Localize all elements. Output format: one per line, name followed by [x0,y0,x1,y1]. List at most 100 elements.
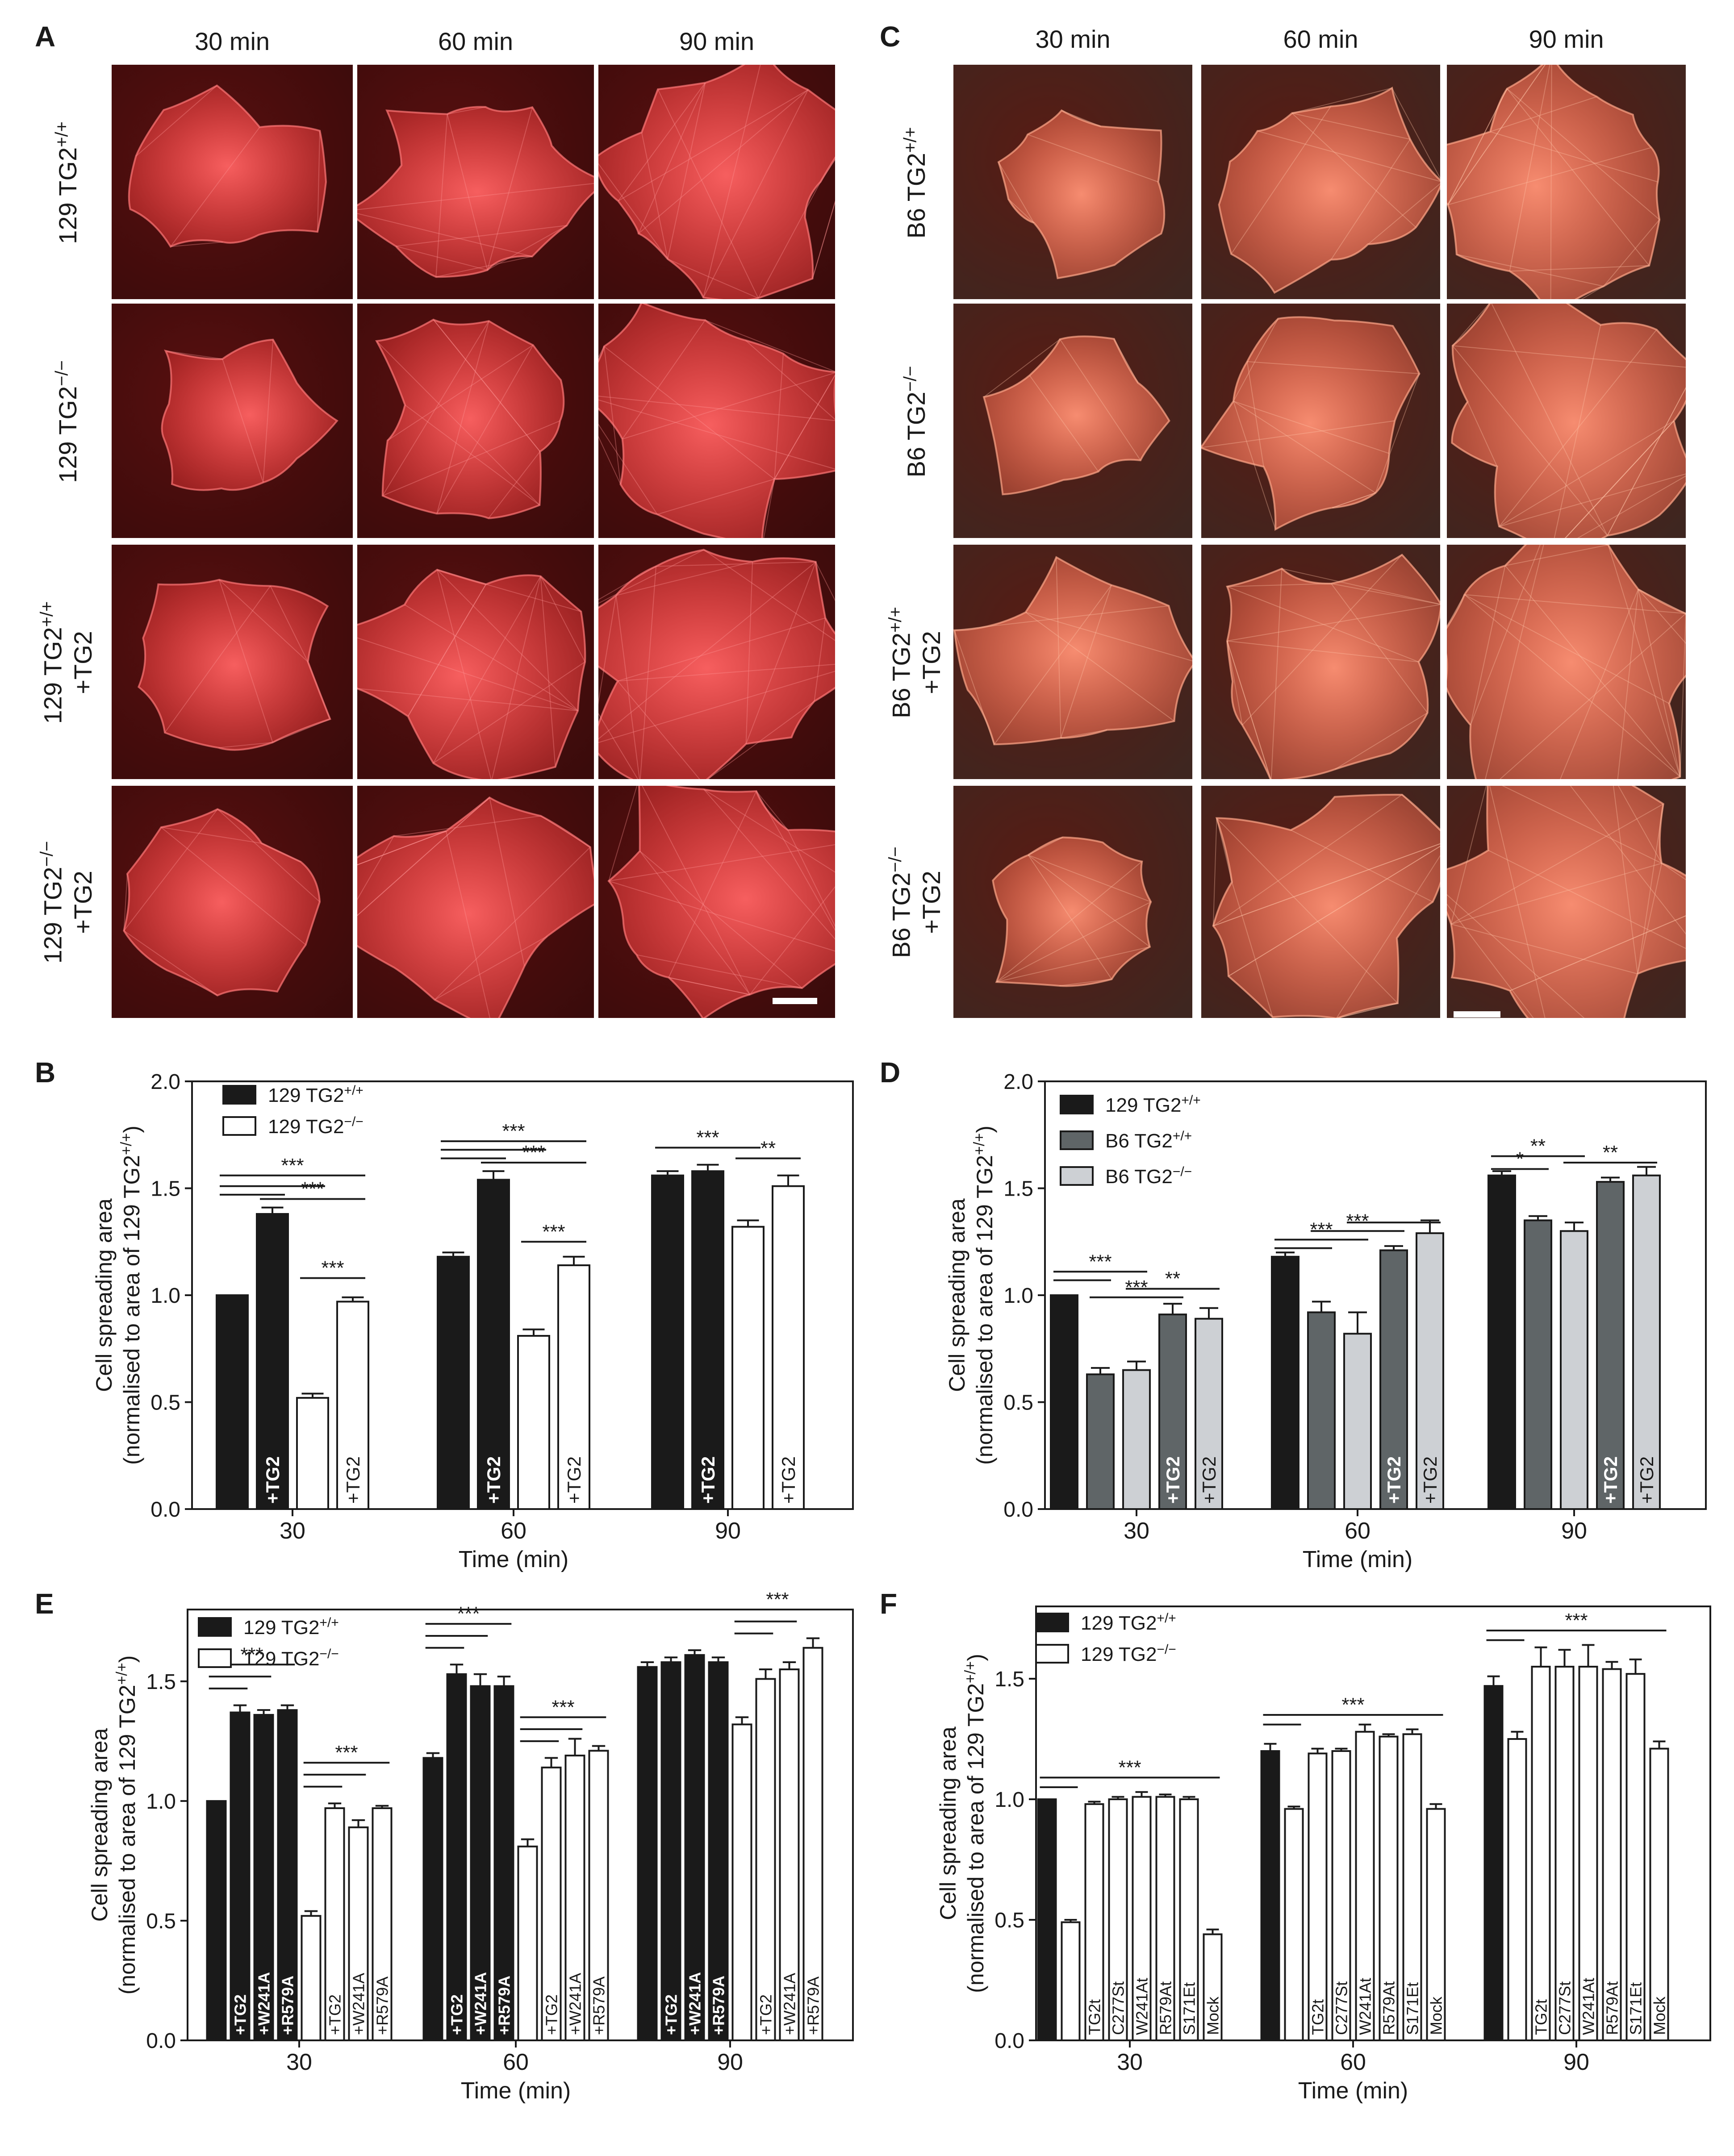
row-label-line1: 129 TG2−/− [36,786,68,1018]
bar [779,1668,800,2041]
row-label-genotype: −/− [900,366,920,392]
bar [708,1661,729,2041]
bar-label: C277St [1109,1981,1127,2035]
bar-label: +R579A [709,1976,727,2035]
bar-label: +TG2 [1383,1456,1404,1504]
micrograph-image [112,786,353,1018]
micrograph-cell [357,786,594,1018]
significance-label: *** [552,1696,574,1718]
row-label-line1: B6 TG2+/+ [885,546,916,779]
bar [1037,1798,1057,2041]
y-axis-label-secondary: (normalised to area of 129 TG2+/+) [962,1654,988,1993]
micrograph-cell [598,65,835,299]
chart-f: 0.0 0.5 1.0 1.5 Cell spreading area (normalis… [936,1606,1711,2104]
panel-letter-c: C [880,21,901,53]
legend-label: 129 TG2−/− [268,1114,364,1138]
bar-label: TG2t [1085,1999,1103,2035]
bar [1379,1735,1399,2042]
y-axis-label: Cell spreading area [944,1198,969,1392]
bar [230,1711,251,2041]
bar-label: Mock [1427,1996,1445,2035]
micrograph-image [357,304,594,538]
significance-label: *** [321,1257,344,1279]
bar [422,1757,443,2041]
y-tick-label: 0.5 [994,1909,1024,1932]
row-label-treatment: +TG2 [68,871,97,934]
bar [1155,1796,1175,2042]
x-axis-label: Time (min) [1303,1547,1413,1572]
bar [1050,1294,1078,1510]
bar [1507,1738,1527,2041]
chart-e: 0.0 0.5 1.0 1.5 Cell spreading area (normalis… [87,1589,854,2104]
bar [1596,1181,1625,1510]
y-tick-label: 0.0 [1003,1498,1033,1522]
row-label: 129 TG2+/+ +TG2 [36,546,98,779]
micrograph-image [357,545,594,779]
y-axis-label-secondary: (normalised to area of 129 TG2+/+) [971,1126,997,1465]
bar-label: C277St [1555,1981,1574,2035]
x-tick-label: 90 [715,1518,741,1544]
x-tick-label: 60 [1345,1518,1370,1544]
significance-label: *** [240,1643,263,1665]
legend-swatch [222,1116,256,1136]
bar-label: +R579A [278,1976,297,2035]
x-tick-label: 90 [1561,1518,1587,1544]
bar [253,1714,274,2041]
micrograph-image [1447,545,1686,779]
micrograph-image [953,786,1192,1018]
bar [637,1666,658,2041]
significance-label: *** [281,1155,304,1176]
bar [1602,1668,1622,2041]
significance-label: ** [760,1137,776,1159]
legend-label: B6 TG2+/+ [1105,1129,1192,1152]
row-label-genotype: +/+ [52,121,72,147]
column-header: 30 min [194,27,270,55]
scale-bar [773,998,817,1004]
column-header: 90 min [1529,25,1604,53]
micrograph-cell [953,545,1192,779]
y-tick-label: 1.0 [994,1788,1024,1812]
bar [557,1264,590,1510]
bar [1061,1921,1081,2042]
row-label-treatment: +TG2 [68,630,97,694]
y-tick-label: 0.0 [994,2029,1024,2053]
bar [1379,1249,1408,1510]
x-tick-label: 60 [1340,2049,1366,2075]
bar [1524,1219,1552,1510]
row-label-main: B6 TG2 [902,152,931,238]
legend-swatch [1060,1166,1094,1186]
row-label-main: B6 TG2 [887,632,915,718]
bar-label: +TG2 [447,1994,466,2035]
bar [1625,1673,1646,2041]
row-label: 129 TG2+/+ [51,67,83,299]
bar [1203,1933,1223,2042]
column-header: 60 min [1283,25,1358,53]
x-axis-label: Time (min) [1298,2078,1408,2104]
bar-label: TG2t [1308,1999,1327,2035]
micrograph-image [1201,304,1440,538]
bar [493,1685,514,2042]
bar [324,1807,345,2041]
bar [1560,1230,1588,1510]
x-tick-label: 30 [286,2049,312,2075]
row-label: B6 TG2+/+ +TG2 [885,546,946,779]
micrograph-cell [112,545,353,779]
micrograph-cell [1201,786,1440,1018]
y-tick-label: 1.0 [146,1790,176,1814]
bar [588,1750,609,2041]
legend-label: 129 TG2+/+ [268,1083,364,1106]
row-label-genotype: −/− [37,841,57,867]
bar [477,1179,510,1510]
bar [470,1685,491,2042]
micrograph-image [1201,786,1440,1018]
bar-label: +W241A [349,1973,368,2035]
bar-label: +W241A [780,1973,798,2035]
legend-swatch [1035,1644,1069,1664]
bar-label: S171Et [1403,1982,1421,2035]
y-tick-label: 1.0 [1003,1284,1033,1308]
row-label-line1: B6 TG2−/− [885,786,916,1018]
row-label-genotype: +/+ [900,127,920,153]
significance-label: *** [1310,1218,1333,1240]
bar [1308,1752,1328,2041]
bar-label: +TG2 [542,1994,560,2035]
